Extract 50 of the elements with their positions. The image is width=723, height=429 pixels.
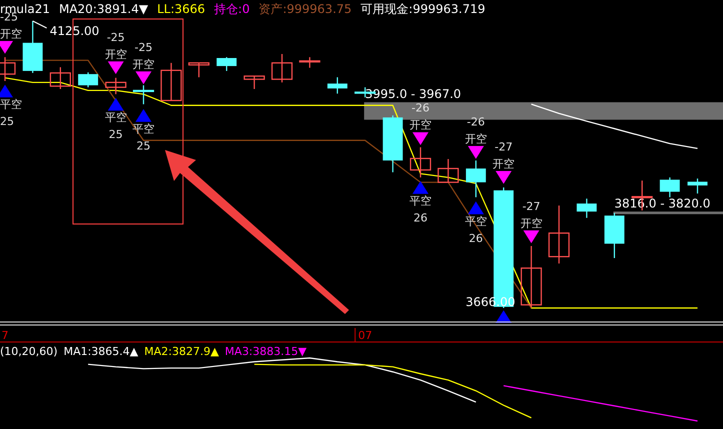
point <box>412 132 428 146</box>
text: 可用现金:999963.719 <box>360 2 486 16</box>
point <box>136 109 152 122</box>
point <box>468 201 484 214</box>
candlestick <box>105 77 126 95</box>
candlestick <box>660 176 680 198</box>
legend-title: (10,20,60) <box>0 345 58 358</box>
candlestick <box>688 178 708 194</box>
text: 持仓:0 <box>214 2 250 16</box>
candlestick <box>548 204 570 264</box>
candlestick <box>50 66 71 90</box>
candlestick <box>466 160 486 198</box>
annotation: -25 开空 <box>132 40 154 71</box>
annotation: 平空 26 <box>410 194 432 224</box>
candlestick <box>327 76 348 94</box>
candlestick <box>132 84 154 105</box>
point <box>412 181 428 194</box>
text: 资产:999963.75 <box>258 2 352 16</box>
annotation: -27 开空 <box>520 200 542 230</box>
annotation: 平空 25 <box>0 98 22 128</box>
candlestick <box>520 245 542 308</box>
candlestick <box>244 76 265 90</box>
candlestick <box>576 198 597 218</box>
candlestick <box>78 72 98 88</box>
point <box>523 230 540 244</box>
candlestick <box>160 62 182 102</box>
point <box>108 98 124 111</box>
candlestick <box>438 158 459 183</box>
point <box>136 71 152 84</box>
band-label: 3995.0 - 3967.0 <box>365 87 462 102</box>
candlestick <box>216 56 237 72</box>
annotation: 平空 25 <box>104 111 127 142</box>
annotation: -26 开空 <box>410 102 432 132</box>
series-label: MA1:3865.4▲ <box>64 345 139 358</box>
candlestick <box>299 56 320 68</box>
text: LL:3666 <box>157 2 206 16</box>
text: MA3:3883.15▼ <box>224 345 308 358</box>
x-tick-label: 7 <box>2 329 8 342</box>
point <box>496 171 512 184</box>
point <box>468 146 484 159</box>
candlestick <box>271 53 293 84</box>
text: MA20:3891.4▼ <box>58 2 149 16</box>
candlestick <box>188 62 210 78</box>
annotation: -26 开空 <box>464 115 487 146</box>
annotation: -27 开空 <box>492 140 515 170</box>
point <box>108 61 124 74</box>
x-tick-label: 07 <box>358 329 372 342</box>
candlestick <box>410 146 432 178</box>
annotation: -25 开空 <box>104 30 127 61</box>
text: MA2:3827.9▲ <box>144 345 220 358</box>
